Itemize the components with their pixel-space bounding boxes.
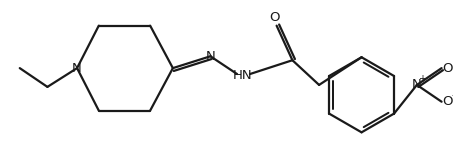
Text: O: O <box>270 11 280 24</box>
Text: +: + <box>418 74 426 84</box>
Text: N: N <box>206 50 215 63</box>
Text: HN: HN <box>233 69 253 81</box>
Text: -: - <box>452 90 453 100</box>
Text: O: O <box>442 95 453 108</box>
Text: O: O <box>442 62 453 75</box>
Text: N: N <box>412 78 422 91</box>
Text: N: N <box>72 62 82 75</box>
